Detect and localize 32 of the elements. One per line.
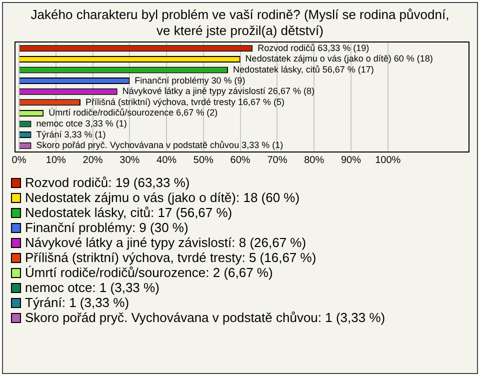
x-tick-label: 30% (120, 154, 140, 166)
x-tick-label: 80% (304, 154, 324, 166)
x-tick-label: 60% (230, 154, 250, 166)
text: Úmrtí rodiče/rodičů/sourozence: 2 (6,67 %) (25, 265, 273, 280)
text: Rozvod rodičů: 19 (63,33 %) (25, 175, 190, 190)
category-label: Přílišná (striktní) výchova, tvrdé tresty 16,67 % (5) (85, 96, 285, 107)
category-label: Skoro pořád pryč. Vychovávana v podstatě chůvou 3,33 % (1) (36, 140, 284, 150)
x-tick-label: 40% (156, 154, 177, 166)
category-label: Návykové látky a jiné typy závislostí 26,67 % (8) (122, 86, 314, 96)
category-label: nemoc otce 3,33 % (1) (36, 118, 127, 128)
category-label: Nedostatek zájmu o vás (jako o dítě) 60 % (18) (245, 54, 433, 64)
x-tick-label: 70% (267, 154, 288, 166)
x-tick-label: 10% (46, 154, 66, 166)
text: Nedostatek zájmu o vás (jako o dítě): 18 (60 %) (25, 190, 300, 205)
category-label: Nedostatek lásky, citů 56,67 % (17) (233, 64, 374, 74)
text: Přílišná (striktní) výchova, tvrdé tresty: 5 (16,67 %) (25, 250, 316, 265)
x-tick-label: 20% (82, 154, 103, 166)
text: Finanční problémy: 9 (30 %) (25, 220, 188, 235)
x-tick-label: 50% (193, 154, 214, 166)
x-tick-label: 0% (12, 154, 26, 166)
text: Týrání: 1 (3,33 %) (25, 295, 130, 310)
text: Návykové látky a jiné typy závislostí: 8 (26,67 %) (25, 235, 306, 250)
text: Skoro pořád pryč. Vychovávana v podstatě chůvou: 1 (3,33 %) (25, 310, 386, 325)
category-label: Týrání 3,33 % (1) (36, 129, 106, 140)
category-label: Finanční problémy 30 % (9) (134, 75, 246, 86)
category-label: Úmrtí rodiče/rodičů/sourozence 6,67 % (2) (48, 108, 218, 118)
text: Nedostatek lásky, citů: 17 (56,67 %) (25, 205, 232, 220)
text: nemoc otce: 1 (3,33 %) (25, 280, 160, 295)
category-label: Rozvod rodičů 63,33 % (19) (258, 42, 370, 53)
chart-title: Jakého charakteru byl problém ve vaší rodině? (Myslí se rodina původní, ve které jste prožil(a) dětství) (30, 6, 450, 40)
x-tick-label: 100% (375, 154, 401, 166)
x-tick-label: 90% (340, 154, 362, 166)
